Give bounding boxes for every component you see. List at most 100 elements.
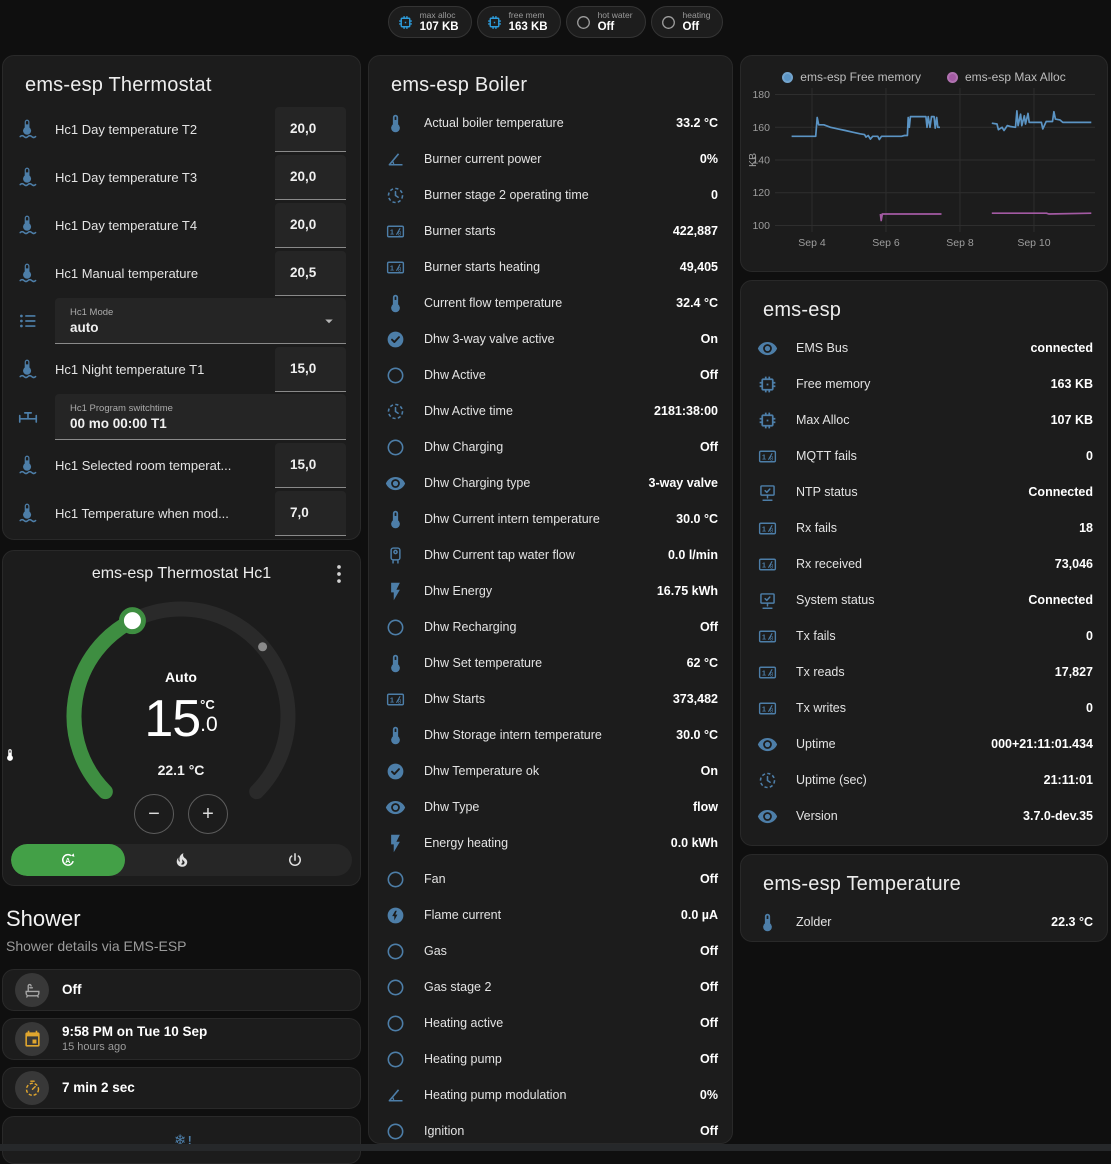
temperature-increase-button[interactable]: + bbox=[188, 794, 228, 834]
entity-row[interactable]: Heating pump Off bbox=[369, 1041, 732, 1077]
shower-item[interactable]: 9:58 PM on Tue 10 Sep 15 hours ago bbox=[2, 1018, 361, 1060]
hvac-mode-flame-button[interactable] bbox=[125, 844, 239, 876]
badge-hot-water[interactable]: hot water Off bbox=[565, 6, 646, 38]
hvac-mode-auto-button[interactable]: A bbox=[11, 844, 125, 876]
legend-label: ems-esp Max Alloc bbox=[965, 70, 1066, 84]
badge-free-mem[interactable]: free mem 163 KB bbox=[476, 6, 561, 38]
number-input[interactable]: 20,0 bbox=[275, 106, 346, 152]
entity-row[interactable]: Dhw Type flow bbox=[369, 789, 732, 825]
entity-row[interactable]: System status Connected bbox=[741, 582, 1107, 618]
text-input[interactable]: Hc1 Program switchtime 00 mo 00:00 T1 bbox=[55, 394, 346, 440]
target-temp-handle[interactable] bbox=[118, 607, 146, 635]
entity-row[interactable]: NTP status Connected bbox=[741, 474, 1107, 510]
dashboard-columns: ems-esp Thermostat Hc1 Day temperature T… bbox=[2, 55, 1108, 1164]
number-input[interactable]: 7,0 bbox=[275, 490, 346, 536]
setting-row[interactable]: Hc1 Mode auto bbox=[3, 297, 360, 345]
entity-row[interactable]: Max Alloc 107 KB bbox=[741, 402, 1107, 438]
thermostat-dial[interactable] bbox=[3, 551, 359, 887]
entity-row[interactable]: Free memory 163 KB bbox=[741, 366, 1107, 402]
number-input[interactable]: 20,0 bbox=[275, 154, 346, 200]
setting-row[interactable]: Hc1 Night temperature T1 15,0 bbox=[3, 345, 360, 393]
bathtub-icon bbox=[24, 983, 40, 998]
entity-row[interactable]: Gas stage 2 Off bbox=[369, 969, 732, 1005]
badge-max-alloc[interactable]: max alloc 107 KB bbox=[387, 6, 472, 38]
entity-row[interactable]: Ignition Off bbox=[369, 1113, 732, 1143]
entity-row[interactable]: Dhw Set temperature 62 °C bbox=[369, 645, 732, 681]
circle-icon bbox=[387, 1051, 404, 1067]
number-input[interactable]: 20,0 bbox=[275, 202, 346, 248]
entity-value: Off bbox=[699, 440, 718, 454]
mode-select[interactable]: Hc1 Mode auto bbox=[55, 298, 346, 344]
entity-row[interactable]: Burner stage 2 operating time 0 bbox=[369, 177, 732, 213]
entity-row[interactable]: Version 3.7.0-dev.35 bbox=[741, 798, 1107, 834]
entity-row[interactable]: Energy heating 0.0 kWh bbox=[369, 825, 732, 861]
entity-row[interactable]: Burner current power 0% bbox=[369, 141, 732, 177]
entity-row[interactable]: Dhw Current intern temperature 30.0 °C bbox=[369, 501, 732, 537]
entity-label: NTP status bbox=[796, 485, 858, 499]
shower-item[interactable]: ❄! bbox=[2, 1116, 361, 1164]
network-icon bbox=[760, 592, 775, 609]
entity-row[interactable]: Current flow temperature 32.4 °C bbox=[369, 285, 732, 321]
entity-row[interactable]: Actual boiler temperature 33.2 °C bbox=[369, 105, 732, 141]
entity-value: Off bbox=[699, 980, 718, 994]
chevron-down-icon bbox=[325, 319, 333, 323]
entity-row[interactable]: Dhw Charging type 3-way valve bbox=[369, 465, 732, 501]
entity-row[interactable]: Uptime (sec) 21:11:01 bbox=[741, 762, 1107, 798]
entity-row[interactable]: EMS Bus connected bbox=[741, 330, 1107, 366]
entity-row[interactable]: Dhw 3-way valve active On bbox=[369, 321, 732, 357]
number-input[interactable]: 15,0 bbox=[275, 442, 346, 488]
entity-row[interactable]: Flame current 0.0 µA bbox=[369, 897, 732, 933]
setting-row[interactable]: Hc1 Day temperature T2 20,0 bbox=[3, 105, 360, 153]
entity-row[interactable]: Dhw Energy 16.75 kWh bbox=[369, 573, 732, 609]
thermometer-water-icon bbox=[19, 263, 37, 283]
temperature-decrease-button[interactable]: − bbox=[134, 794, 174, 834]
svg-text:1: 1 bbox=[390, 263, 394, 272]
shower-item[interactable]: Off bbox=[2, 969, 361, 1011]
setting-row[interactable]: Hc1 Manual temperature 20,5 bbox=[3, 249, 360, 297]
entity-row[interactable]: Gas Off bbox=[369, 933, 732, 969]
entity-row[interactable]: Dhw Current tap water flow 0.0 l/min bbox=[369, 537, 732, 573]
entity-row[interactable]: Dhw Active time 2181:38:00 bbox=[369, 393, 732, 429]
badge-heating[interactable]: heating Off bbox=[650, 6, 724, 38]
number-input[interactable]: 20,5 bbox=[275, 250, 346, 296]
more-options-icon[interactable] bbox=[326, 561, 352, 587]
setting-row[interactable]: Hc1 Day temperature T4 20,0 bbox=[3, 201, 360, 249]
svg-text:8: 8 bbox=[770, 635, 774, 642]
entity-label: Heating pump bbox=[424, 1052, 502, 1066]
entity-row[interactable]: Uptime 000+21:11:01.434 bbox=[741, 726, 1107, 762]
memory-chart: 100 120 140 160 180 Sep 4 Sep 6 Sep 8 Se… bbox=[747, 88, 1095, 249]
entity-row[interactable]: Dhw Temperature ok On bbox=[369, 753, 732, 789]
circle-icon bbox=[387, 1123, 404, 1139]
legend-item[interactable]: ems-esp Free memory bbox=[782, 70, 921, 84]
entity-row[interactable]: Dhw Storage intern temperature 30.0 °C bbox=[369, 717, 732, 753]
eye-icon bbox=[757, 737, 778, 751]
entity-row[interactable]: Fan Off bbox=[369, 861, 732, 897]
chip-icon bbox=[759, 412, 776, 428]
entity-row[interactable]: Dhw Active Off bbox=[369, 357, 732, 393]
number-input[interactable]: 15,0 bbox=[275, 346, 346, 392]
entity-row[interactable]: Dhw Charging Off bbox=[369, 429, 732, 465]
shower-item[interactable]: 7 min 2 sec bbox=[2, 1067, 361, 1109]
legend-item[interactable]: ems-esp Max Alloc bbox=[947, 70, 1066, 84]
entity-row[interactable]: Heating active Off bbox=[369, 1005, 732, 1041]
setting-row[interactable]: Hc1 Program switchtime 00 mo 00:00 T1 bbox=[3, 393, 360, 441]
entity-row[interactable]: Dhw Recharging Off bbox=[369, 609, 732, 645]
entity-row[interactable]: Heating pump modulation 0% bbox=[369, 1077, 732, 1113]
entity-row[interactable]: Zolder 22.3 °C bbox=[741, 904, 1107, 940]
thermometer-water-icon bbox=[19, 359, 37, 379]
setting-row[interactable]: Hc1 Temperature when mod... 7,0 bbox=[3, 489, 360, 537]
setting-row[interactable]: Hc1 Day temperature T3 20,0 bbox=[3, 153, 360, 201]
setting-row[interactable]: Hc1 Selected room temperat... 15,0 bbox=[3, 441, 360, 489]
hvac-mode-power-button[interactable] bbox=[238, 844, 352, 876]
